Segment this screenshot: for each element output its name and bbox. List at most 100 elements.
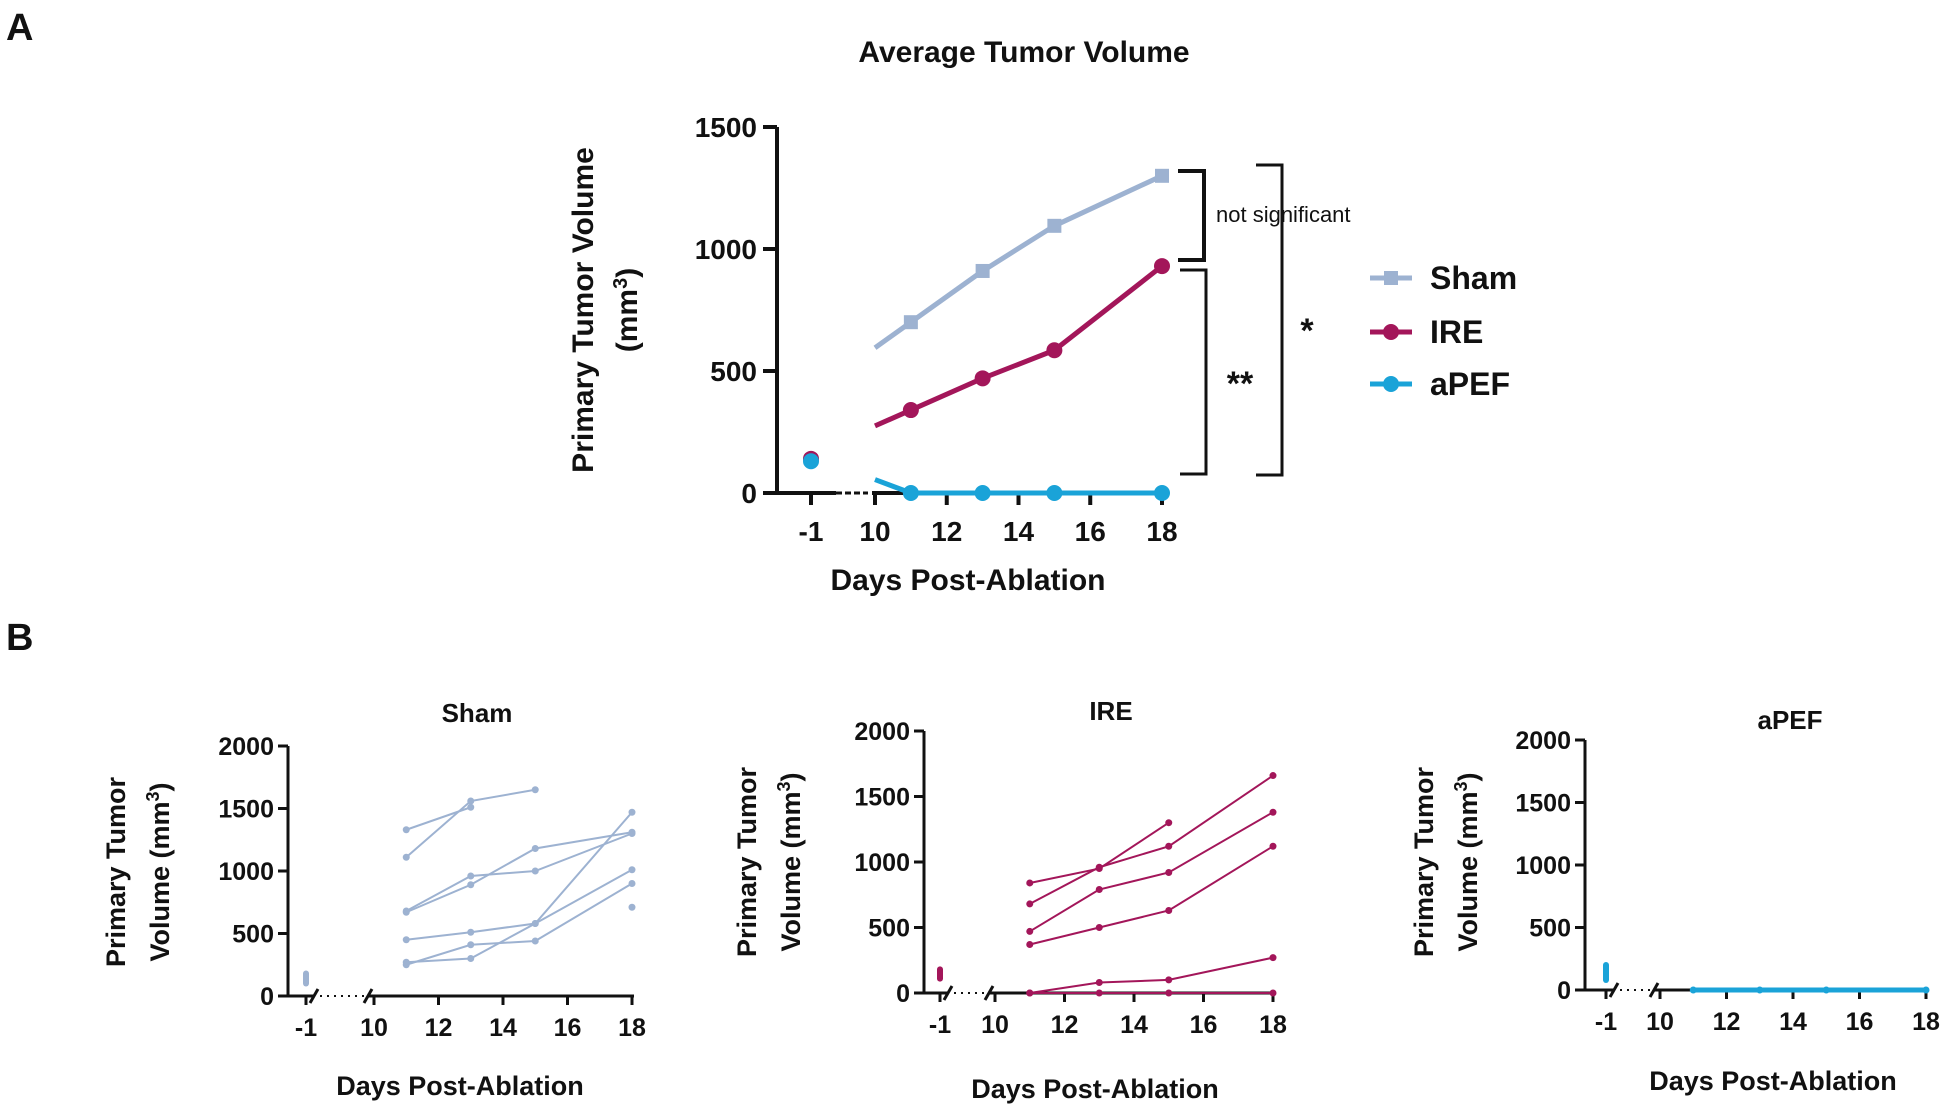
y-axis-label-line2: Volume (mm3) (774, 772, 806, 951)
animal-point (1922, 986, 1930, 994)
data-point-apef (902, 485, 919, 501)
data-point-sham (1155, 168, 1169, 183)
animal-point (1026, 941, 1034, 949)
x-tick-label: 14 (1003, 516, 1035, 547)
y-tick-label: 1500 (1515, 790, 1571, 818)
y-tick-label: 1000 (218, 858, 274, 886)
animal-point (1095, 924, 1103, 931)
y-tick-label: 500 (1529, 915, 1571, 943)
y-tick-label: 0 (1557, 977, 1571, 1005)
animal-point (402, 908, 410, 916)
x-tick-label: 16 (1190, 1011, 1218, 1039)
chart-average-tumor-volume: Average Tumor Volume 0 500 1000 1500 -1 10 12 14… (567, 36, 1517, 597)
animal-point (628, 880, 636, 887)
y-tick-label: 1500 (854, 784, 910, 812)
series-line-sham (873, 173, 1164, 350)
y-tick-label: 1000 (854, 849, 910, 877)
animal-point (531, 867, 539, 875)
x-tick-label: 14 (1120, 1011, 1148, 1039)
legend-label-ire: IRE (1430, 314, 1483, 350)
y-axis-label-line1: Primary Tumor Volume (567, 147, 600, 473)
animal-line (1029, 811, 1274, 933)
animal-point (467, 928, 475, 936)
y-tick-label: 2000 (1515, 727, 1571, 755)
animal-point (1095, 979, 1103, 987)
x-tick-label: 12 (425, 1014, 453, 1042)
x-tick-label: 12 (1713, 1008, 1741, 1036)
animal-point (628, 808, 636, 816)
y-axis-unit: (mm (611, 289, 644, 352)
animal-point (1026, 879, 1034, 887)
animal-point (531, 937, 539, 945)
annotation-double-star: ** (1227, 365, 1254, 403)
legend-label-sham: Sham (1430, 260, 1517, 296)
x-tick-label: 10 (981, 1011, 1009, 1039)
chart-title: Average Tumor Volume (858, 36, 1189, 69)
x-axis-label: Days Post-Ablation (1649, 1066, 1897, 1096)
x-axis-label: Days Post-Ablation (336, 1071, 584, 1101)
data-point-sham (1047, 218, 1062, 233)
y-axis-label-line1: Primary Tumor (101, 776, 131, 967)
animal-point (628, 866, 636, 874)
animal-point (467, 803, 475, 811)
axis-break-mark (942, 985, 954, 1001)
animal-point (467, 881, 475, 889)
animal-point (467, 941, 475, 949)
y-tick-label: 1000 (695, 234, 757, 265)
x-tick-label: 16 (1846, 1008, 1874, 1036)
y-axis-unit-close: ) (611, 268, 644, 278)
animal-point (1165, 976, 1173, 984)
x-tick-label: 10 (859, 516, 890, 547)
animal-line (405, 832, 633, 912)
data-point-apef (1154, 485, 1170, 501)
animal-point (1165, 868, 1173, 876)
x-tick-label: -1 (799, 516, 824, 547)
y-axis-unit-superscript: 3 (1451, 781, 1471, 791)
animal-line (406, 868, 633, 964)
animal-point (1165, 819, 1173, 827)
animal-point (531, 786, 539, 794)
data-point-sham (903, 315, 918, 330)
animal-point (1095, 989, 1103, 997)
y-axis-label-line1: Primary Tumor (1409, 766, 1439, 957)
x-tick-label: 12 (1051, 1011, 1079, 1039)
animal-line (1029, 956, 1274, 994)
y-axis-label-line2: Volume (mm3) (143, 782, 175, 961)
animal-point (1026, 989, 1034, 997)
y-axis-unit: Volume (mm (1453, 791, 1483, 951)
x-axis-label: Days Post-Ablation (830, 564, 1105, 597)
y-axis-unit-close: ) (776, 772, 806, 781)
animal-line (405, 831, 633, 914)
x-tick-label: 10 (360, 1014, 388, 1042)
animal-point (467, 955, 475, 962)
x-tick-label: -1 (1595, 1008, 1617, 1036)
x-tick-label: -1 (295, 1014, 317, 1042)
animal-point (628, 903, 636, 911)
animal-point (1269, 989, 1277, 997)
y-axis-unit: Volume (mm (776, 791, 806, 951)
animal-point (1756, 986, 1764, 994)
y-tick-label: 1000 (1515, 852, 1571, 880)
chart-sham: Sham 0 500 1000 1500 2000 -1 10 12 14 16 18 Days Pos… (101, 698, 646, 1101)
animal-line (405, 882, 633, 966)
x-tick-label: 12 (931, 516, 962, 547)
data-point-ire (1154, 258, 1170, 275)
x-tick-label: 18 (618, 1014, 646, 1042)
bracket-double-star (1180, 268, 1208, 476)
x-tick-label: 18 (1912, 1008, 1940, 1036)
y-axis-unit-close: ) (145, 782, 175, 791)
animal-point (402, 936, 410, 944)
baseline-point-apef (803, 453, 819, 470)
animal-point (1822, 986, 1830, 994)
animal-point (1269, 808, 1277, 816)
axis-break-mark (308, 988, 320, 1004)
animal-point (628, 828, 636, 836)
data-point-apef (1046, 485, 1063, 501)
animal-point (1269, 842, 1277, 850)
y-axis-unit-superscript: 3 (774, 781, 794, 791)
chart-title: aPEF (1757, 705, 1822, 735)
data-point-ire (902, 402, 919, 419)
panel-label-a: A (6, 7, 33, 49)
x-tick-label: 14 (1779, 1008, 1807, 1036)
